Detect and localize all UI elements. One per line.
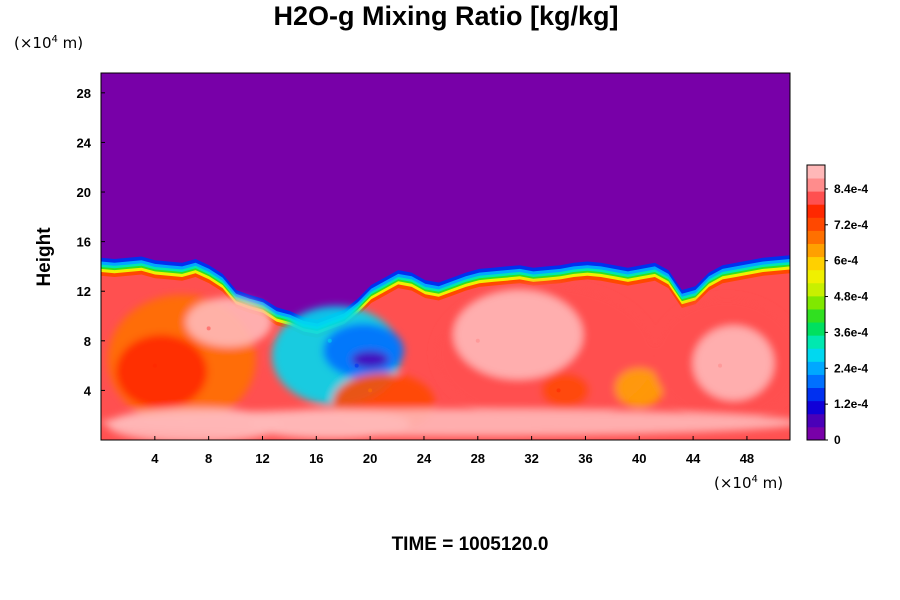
field-sample-5 bbox=[475, 338, 480, 343]
left-upper-pink bbox=[185, 297, 272, 348]
x-tick-label: 28 bbox=[471, 451, 485, 466]
colorbar-segment bbox=[807, 178, 825, 192]
colorbar-segment bbox=[807, 269, 825, 284]
y-axis-unit-exponent: 4 bbox=[52, 34, 58, 45]
field-sample-6 bbox=[556, 388, 561, 393]
x-axis-ticks: 4 8 12 16 20 24 28 32 36 40 44 48 bbox=[151, 436, 754, 466]
colorbar-segment bbox=[807, 374, 825, 389]
y-axis-label: Height bbox=[34, 227, 55, 287]
colorbar-label: 6e-4 bbox=[834, 254, 858, 268]
y-tick-label: 20 bbox=[77, 185, 91, 200]
colorbar-segment bbox=[807, 243, 825, 258]
colorbar-segment bbox=[807, 387, 825, 402]
chart-title: H2O-g Mixing Ratio [kg/kg] bbox=[273, 1, 618, 31]
x-tick-label: 48 bbox=[740, 451, 754, 466]
y-tick-label: 16 bbox=[77, 235, 91, 250]
colorbar-segment bbox=[807, 256, 825, 271]
colorbar-segment bbox=[807, 361, 825, 375]
field-structures bbox=[101, 283, 790, 440]
colorbar-label: 1.2e-4 bbox=[834, 397, 868, 411]
left-eddy-core bbox=[115, 334, 208, 410]
colorbar-segment bbox=[807, 335, 825, 349]
field-sample-1 bbox=[206, 326, 211, 331]
colorbar-segment bbox=[807, 230, 825, 244]
colorbar bbox=[806, 164, 826, 441]
y-axis-unit: (×104 m) bbox=[14, 34, 83, 52]
colorbar-frame bbox=[806, 164, 826, 441]
y-tick-label: 28 bbox=[77, 86, 91, 101]
field-sample-8 bbox=[421, 165, 426, 170]
colorbar-labels: 0 1.2e-4 2.4e-4 3.6e-4 4.8e-4 6e-4 7.2e-4 8.4e-… bbox=[825, 182, 868, 447]
plot-area bbox=[101, 73, 790, 440]
x-tick-label: 24 bbox=[417, 451, 432, 466]
field-sample-0 bbox=[152, 363, 157, 368]
x-axis-unit-exponent: 4 bbox=[752, 474, 758, 485]
field-sample-2 bbox=[327, 338, 332, 343]
x-tick-label: 44 bbox=[686, 451, 701, 466]
right-yellow-swirl bbox=[615, 368, 664, 408]
y-tick-label: 24 bbox=[77, 135, 92, 150]
colorbar-segment bbox=[807, 348, 825, 362]
colorbar-segment bbox=[807, 426, 825, 441]
colorbar-segment bbox=[807, 282, 825, 297]
colorbar-label: 8.4e-4 bbox=[834, 182, 868, 196]
colorbar-label: 7.2e-4 bbox=[834, 218, 868, 232]
colorbar-segment bbox=[807, 204, 825, 218]
plot-frame bbox=[100, 72, 791, 441]
field-sample-4 bbox=[368, 388, 373, 393]
y-tick-label: 12 bbox=[77, 284, 91, 299]
field-sample-3 bbox=[354, 363, 359, 368]
x-tick-label: 12 bbox=[255, 451, 269, 466]
colorbar-label: 2.4e-4 bbox=[834, 361, 868, 375]
x-tick-label: 40 bbox=[632, 451, 646, 466]
x-tick-label: 36 bbox=[578, 451, 592, 466]
right-center-eddy bbox=[541, 373, 590, 408]
colorbar-segment bbox=[807, 413, 825, 428]
colorbar-segment bbox=[807, 165, 825, 179]
colorbar-segment bbox=[807, 191, 825, 205]
mid-dry-pocket bbox=[351, 350, 389, 369]
colorbar-label: 0 bbox=[834, 433, 841, 447]
colorbar-segment bbox=[807, 322, 825, 336]
field-sample-7 bbox=[718, 363, 723, 368]
x-tick-label: 4 bbox=[151, 451, 159, 466]
surface-layer-pink bbox=[101, 409, 790, 437]
colorbar-segment bbox=[807, 217, 825, 231]
y-tick-label: 8 bbox=[84, 334, 91, 349]
colorbar-label: 3.6e-4 bbox=[834, 325, 868, 339]
colorbar-segment bbox=[807, 309, 825, 323]
x-axis-unit: (×104 m) bbox=[714, 474, 783, 492]
right-eddy-core bbox=[693, 325, 774, 401]
mixing-ratio-field bbox=[101, 73, 790, 440]
mid-dry-core bbox=[323, 323, 404, 379]
colorbar-segment bbox=[807, 400, 825, 415]
right-center-pink bbox=[453, 290, 583, 380]
time-label: TIME = 1005120.0 bbox=[392, 534, 549, 555]
colorbar-label: 4.8e-4 bbox=[834, 290, 868, 304]
x-tick-label: 20 bbox=[363, 451, 377, 466]
x-tick-label: 32 bbox=[524, 451, 538, 466]
x-tick-label: 16 bbox=[309, 451, 323, 466]
x-tick-label: 8 bbox=[205, 451, 212, 466]
y-axis-ticks: 4 8 12 16 20 24 28 bbox=[77, 86, 105, 398]
colorbar-segment bbox=[807, 295, 825, 310]
y-tick-label: 4 bbox=[84, 383, 92, 398]
